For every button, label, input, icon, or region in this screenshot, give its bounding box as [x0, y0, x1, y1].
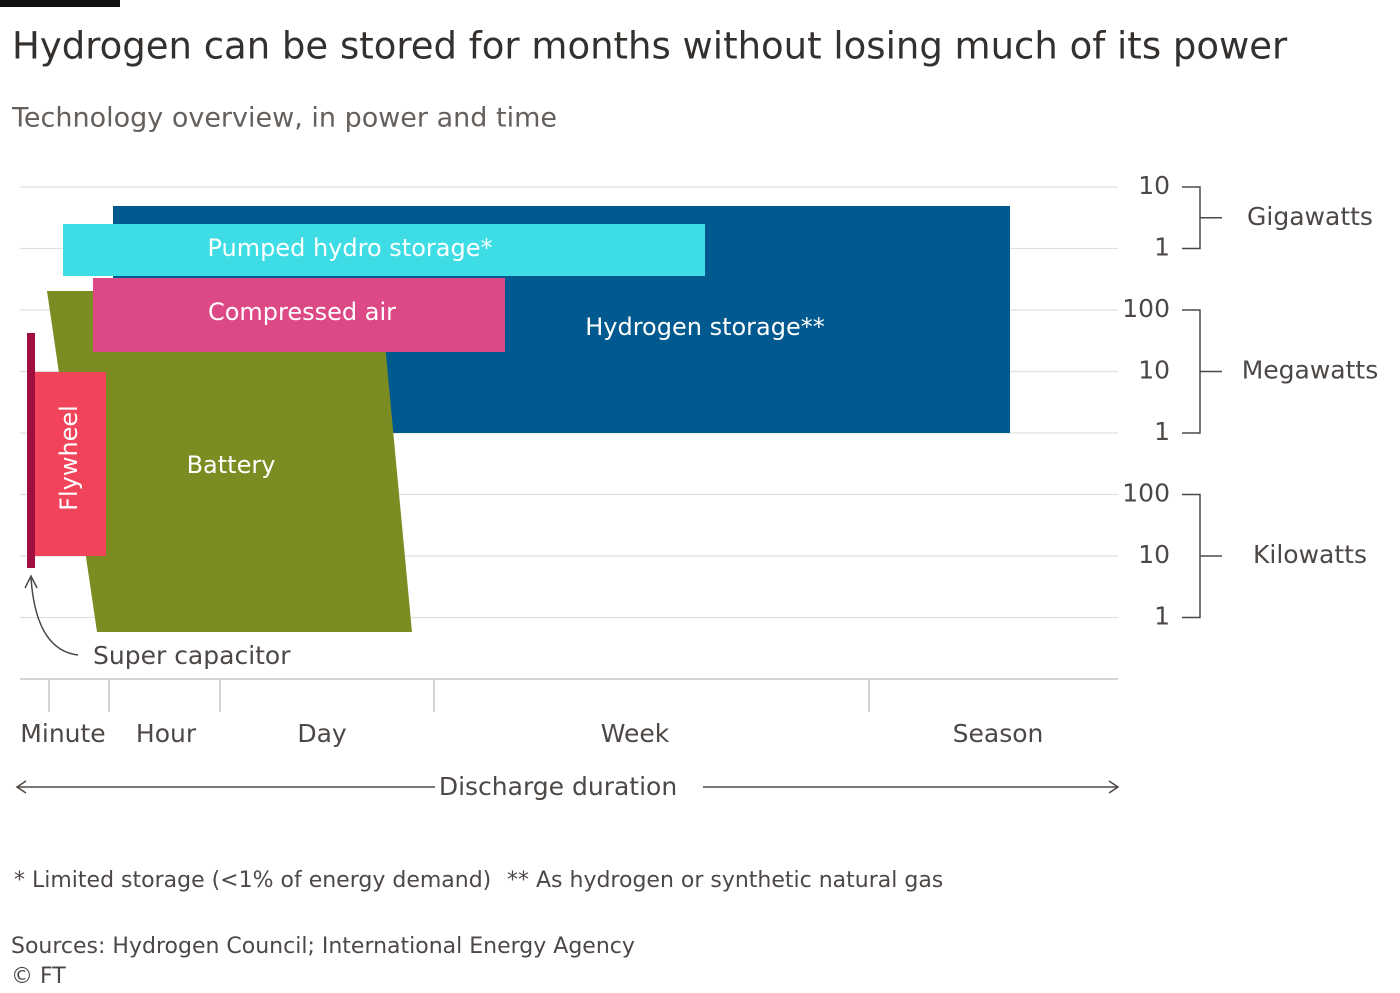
hydrogen-label: Hydrogen storage** [585, 313, 825, 341]
title: Hydrogen can be stored for months withou… [12, 25, 1288, 68]
battery-area [47, 291, 412, 632]
x-tick-label: Hour [136, 719, 197, 748]
x-tick-label: Season [953, 719, 1044, 748]
copyright: © FT [11, 964, 66, 989]
bracket [1182, 309, 1222, 434]
unit-label: Kilowatts [1253, 540, 1367, 569]
y-tick-label: 100 [1122, 479, 1170, 508]
x-tick-label: Minute [20, 719, 105, 748]
y-tick-label: 1 [1154, 417, 1170, 446]
y-tick-label: 10 [1138, 356, 1170, 385]
footnote: * Limited storage (<1% of energy demand) [14, 868, 491, 893]
footnote: ** As hydrogen or synthetic natural gas [507, 868, 943, 893]
compressed-air-area [93, 278, 505, 352]
subtitle: Technology overview, in power and time [11, 103, 557, 134]
x-axis-title: Discharge duration [439, 772, 677, 801]
source: Sources: Hydrogen Council; International… [11, 934, 635, 959]
x-tick-label: Day [297, 719, 347, 748]
super-capacitor-label: Super capacitor [93, 641, 291, 670]
y-tick-label: 100 [1122, 294, 1170, 323]
compressed-air-label: Compressed air [208, 298, 396, 326]
super-capacitor-area [27, 333, 35, 568]
y-tick-label: 10 [1138, 540, 1170, 569]
battery-label: Battery [187, 451, 276, 479]
unit-label: Gigawatts [1247, 202, 1373, 231]
flywheel-label: Flywheel [55, 405, 83, 511]
y-tick-label: 1 [1154, 233, 1170, 262]
flywheel-area [30, 372, 106, 556]
arrow-head [24, 574, 38, 589]
pumped-hydro-area [63, 224, 705, 276]
bracket [1182, 186, 1222, 250]
bracket [1182, 493, 1222, 619]
top-bar [0, 0, 120, 7]
y-tick-label: 1 [1154, 602, 1170, 631]
y-tick-label: 10 [1138, 171, 1170, 200]
arrow-head [15, 780, 1120, 794]
annotation-arrow [30, 577, 79, 656]
x-tick-label: Week [601, 719, 670, 748]
pumped-hydro-label: Pumped hydro storage* [208, 234, 493, 262]
unit-label: Megawatts [1242, 356, 1379, 385]
